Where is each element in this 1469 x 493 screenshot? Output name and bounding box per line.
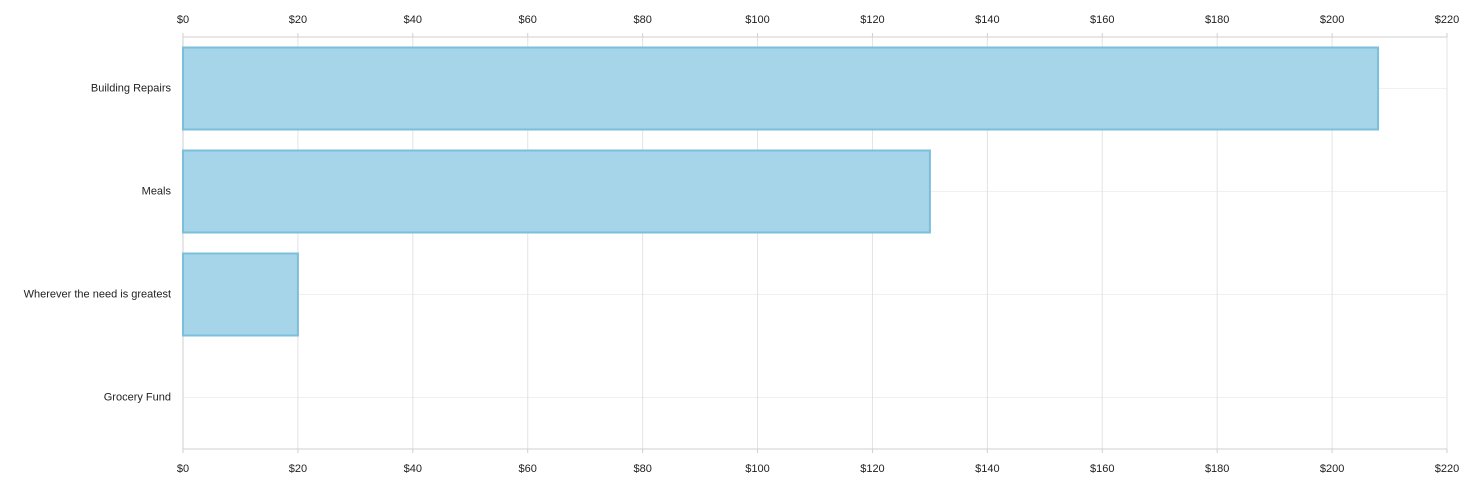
- x-tick-label: $20: [289, 14, 307, 26]
- x-tick-label: $40: [404, 463, 422, 475]
- x-tick-label: $0: [177, 14, 189, 26]
- x-tick-label: $180: [1205, 14, 1229, 26]
- x-tick-label: $0: [177, 463, 189, 475]
- y-tick-label: Wherever the need is greatest: [24, 288, 171, 300]
- x-tick-label: $60: [519, 14, 537, 26]
- x-tick-label: $120: [860, 463, 884, 475]
- x-tick-label: $80: [633, 14, 651, 26]
- bar: [182, 252, 299, 337]
- x-tick-label: $220: [1435, 463, 1459, 475]
- x-tick-label: $220: [1435, 14, 1459, 26]
- x-tick-label: $160: [1090, 463, 1114, 475]
- bar: [182, 46, 1380, 131]
- x-tick-label: $60: [519, 463, 537, 475]
- y-tick-label: Meals: [142, 185, 172, 197]
- x-tick-label: $100: [745, 463, 769, 475]
- x-tick-label: $20: [289, 463, 307, 475]
- x-tick-label: $200: [1320, 14, 1344, 26]
- x-tick-label: $200: [1320, 463, 1344, 475]
- x-tick-label: $100: [745, 14, 769, 26]
- x-tick-label: $140: [975, 463, 999, 475]
- x-tick-label: $40: [404, 14, 422, 26]
- x-tick-label: $160: [1090, 14, 1114, 26]
- y-tick-label: Building Repairs: [91, 82, 172, 94]
- x-tick-label: $120: [860, 14, 884, 26]
- x-tick-label: $140: [975, 14, 999, 26]
- bar: [182, 149, 931, 234]
- x-tick-label: $180: [1205, 463, 1229, 475]
- y-tick-label: Grocery Fund: [104, 391, 171, 403]
- x-tick-label: $80: [633, 463, 651, 475]
